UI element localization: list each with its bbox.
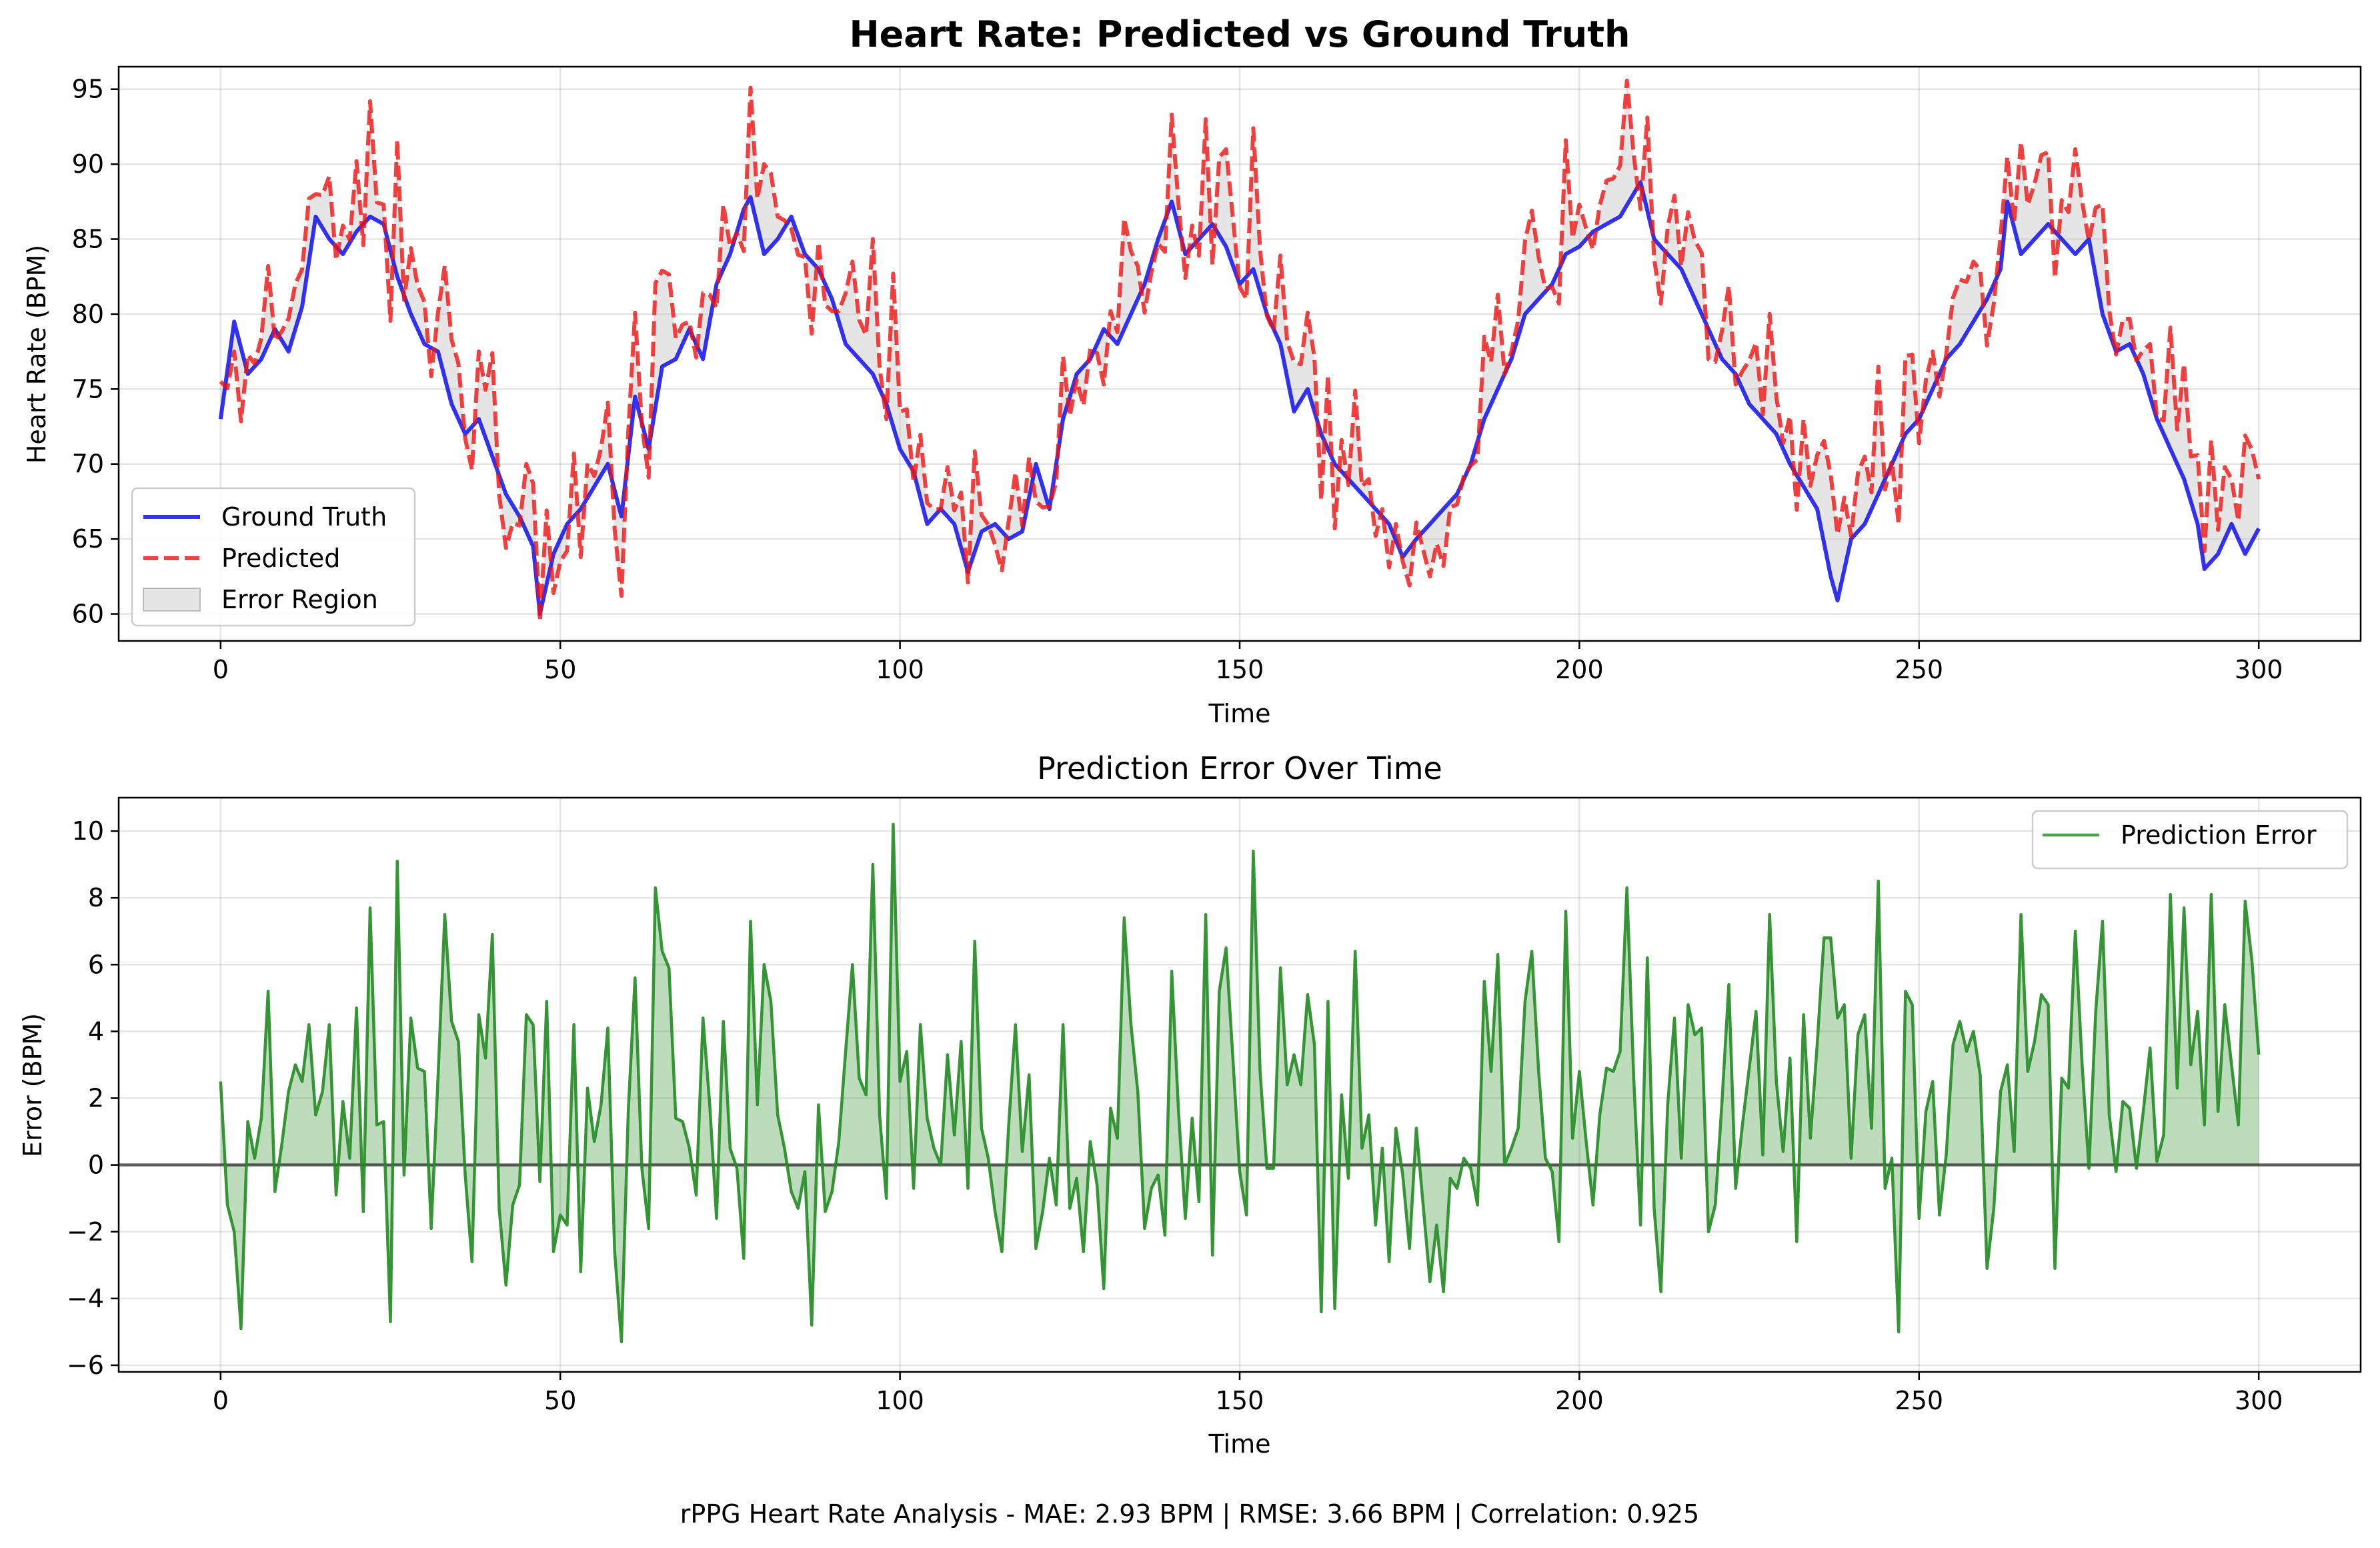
legend-predicted-label: Predicted — [221, 544, 340, 573]
predicted-line — [219, 78, 2261, 624]
top-legend-box — [131, 487, 416, 627]
top-x-ticks: 0 50 100 150 200 250 300 — [213, 641, 2283, 684]
top-y-ticks: 60 65 70 75 80 85 90 95 — [72, 75, 119, 629]
x-tick-label: 50 — [544, 1386, 576, 1415]
x-tick-label: 100 — [876, 655, 924, 684]
legend-error-region-swatch — [143, 588, 201, 612]
y-tick-label: 4 — [88, 1016, 104, 1046]
y-tick-label: −4 — [67, 1284, 104, 1313]
top-legend: Ground Truth Predicted Error Region — [131, 487, 416, 627]
y-tick-label: 75 — [72, 374, 104, 404]
y-tick-label: −6 — [67, 1351, 104, 1380]
y-tick-label: 8 — [88, 883, 104, 912]
y-tick-label: 6 — [88, 950, 104, 979]
bottom-y-ticks: −6 −4 −2 0 2 4 6 8 10 — [67, 816, 119, 1380]
top-gridlines — [119, 67, 2361, 641]
top-chart-title: Heart Rate: Predicted vs Ground Truth — [849, 13, 1630, 55]
prediction-error-chart: 0 50 100 150 200 250 300 −6 −4 −2 0 2 4 6 8 10 Predict… — [18, 750, 2362, 1459]
heart-rate-chart: 0 50 100 150 200 250 300 60 65 70 75 80 85 90 95 Hear… — [22, 13, 2362, 728]
bottom-legend: Prediction Error — [2031, 810, 2349, 870]
y-tick-label: 0 — [88, 1150, 104, 1180]
x-tick-label: 0 — [213, 655, 229, 684]
bottom-series-lines — [119, 822, 2361, 1344]
y-tick-label: 10 — [72, 816, 104, 846]
y-tick-label: 2 — [88, 1084, 104, 1113]
legend-error-region-label: Error Region — [221, 585, 378, 614]
x-tick-label: 300 — [2235, 655, 2283, 684]
x-tick-label: 100 — [876, 1386, 924, 1415]
x-tick-label: 150 — [1216, 655, 1264, 684]
summary-caption: rPPG Heart Rate Analysis - MAE: 2.93 BPM… — [680, 1499, 1699, 1529]
y-tick-label: 80 — [72, 299, 104, 329]
bottom-chart-title: Prediction Error Over Time — [1037, 750, 1442, 786]
top-y-axis-label: Heart Rate (BPM) — [22, 245, 51, 464]
y-tick-label: 90 — [72, 149, 104, 179]
y-tick-label: 95 — [72, 75, 104, 104]
bottom-legend-box — [2031, 810, 2349, 870]
x-tick-label: 200 — [1555, 655, 1604, 684]
y-tick-label: 85 — [72, 225, 104, 254]
x-tick-label: 0 — [213, 1386, 229, 1415]
x-tick-label: 250 — [1895, 655, 1944, 684]
x-tick-label: 200 — [1555, 1386, 1604, 1415]
bottom-x-axis-label: Time — [1208, 1429, 1271, 1459]
y-tick-label: 70 — [72, 450, 104, 479]
top-series-lines — [218, 78, 2261, 624]
top-x-axis-label: Time — [1208, 699, 1271, 728]
bottom-y-axis-label: Error (BPM) — [18, 1013, 47, 1157]
y-tick-label: 60 — [72, 600, 104, 629]
bottom-x-ticks: 0 50 100 150 200 250 300 — [213, 1372, 2283, 1415]
y-tick-label: 65 — [72, 524, 104, 554]
legend-prediction-error-label: Prediction Error — [2121, 820, 2317, 850]
prediction-error-line — [219, 822, 2261, 1344]
y-tick-label: −2 — [67, 1217, 104, 1247]
legend-ground-truth-label: Ground Truth — [221, 502, 387, 532]
x-tick-label: 300 — [2235, 1386, 2283, 1415]
x-tick-label: 150 — [1216, 1386, 1264, 1415]
x-tick-label: 250 — [1895, 1386, 1944, 1415]
x-tick-label: 50 — [544, 655, 576, 684]
